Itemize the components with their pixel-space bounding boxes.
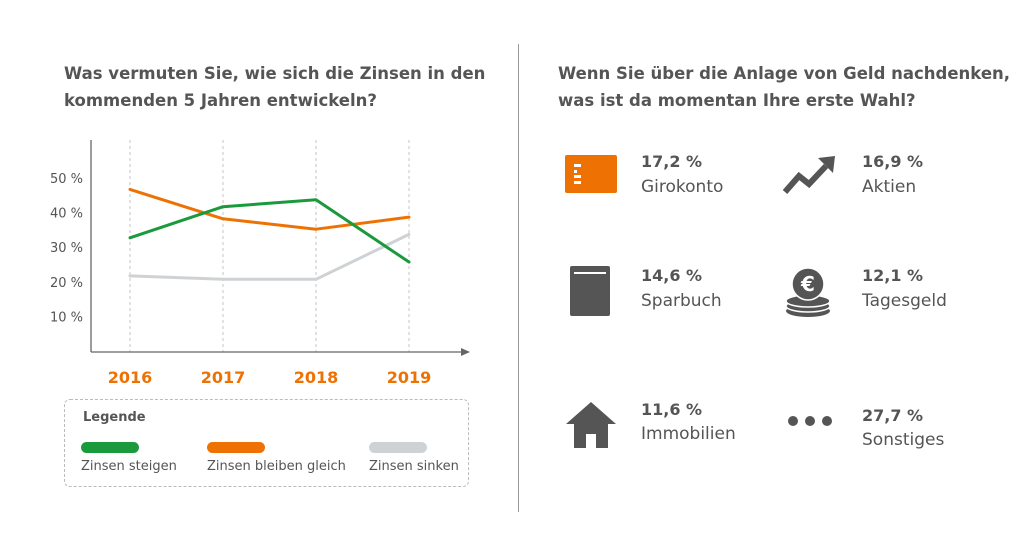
x-axis-arrow-icon [461,348,470,356]
legend-label: Zinsen steigen [81,459,177,474]
legend-item-zinsen-bleiben-gleich: Zinsen bleiben gleich [207,442,346,474]
legend-title: Legende [83,410,146,425]
legend-label: Zinsen sinken [369,459,459,474]
stat-value: 16,9 % [862,152,924,171]
legend-item-zinsen-steigen: Zinsen steigen [81,442,177,474]
y-tick-label: 30 % [50,241,83,256]
stats-title: Wenn Sie über die Anlage von Geld nachde… [558,60,1011,114]
x-tick-label: 2019 [387,368,432,387]
series-line-zinsen-sinken [128,232,411,281]
stat-label: Tagesgeld [862,291,947,311]
y-tick-label: 50 % [50,172,83,187]
y-tick-label: 20 % [50,276,83,291]
card-icon [565,155,617,193]
series-line-zinsen-steigen [128,198,411,264]
house-icon [566,402,616,448]
vertical-divider [518,44,519,512]
x-tick-label: 2018 [294,368,339,387]
x-tick-label: 2016 [108,368,153,387]
legend-swatch-orange [207,442,265,453]
svg-text:€: € [800,272,815,296]
chart-title-line-1: Was vermuten Sie, wie sich die Zinsen in… [64,64,486,83]
stat-value: 27,7 % [862,406,924,425]
stat-label: Aktien [862,177,917,197]
stat-label: Sonstiges [862,430,945,450]
stat-label: Girokonto [641,177,724,197]
legend-swatch-green [81,442,139,453]
x-tick-label: 2017 [201,368,246,387]
stat-value: 14,6 % [641,266,703,285]
stats-title-line-2: was ist da momentan Ihre erste Wahl? [558,91,916,110]
chart-title-line-2: kommenden 5 Jahren entwickeln? [64,91,377,110]
stat-label: Immobilien [641,424,736,444]
legend-label: Zinsen bleiben gleich [207,459,346,474]
y-tick-label: 40 % [50,207,83,222]
dots-icon [788,416,832,426]
legend-swatch-grey [369,442,427,453]
chart-title: Was vermuten Sie, wie sich die Zinsen in… [64,60,486,114]
stats-title-line-1: Wenn Sie über die Anlage von Geld nachde… [558,64,1011,83]
stat-label: Sparbuch [641,291,722,311]
euro-coins-icon: € [785,267,831,317]
stat-value: 12,1 % [862,266,924,285]
y-tick-label: 10 % [50,310,83,325]
book-icon [570,266,610,316]
series-line-zinsen-bleiben-gleich [128,187,411,231]
stat-value: 17,2 % [641,152,703,171]
legend-item-zinsen-sinken: Zinsen sinken [369,442,459,474]
stat-value: 11,6 % [641,400,703,419]
line-chart: 10 % 20 % 30 % 40 % 50 % 2016 2017 2018 2019 [50,140,470,387]
trend-up-icon [782,156,835,194]
legend: Legende Zinsen steigen Zinsen bleiben gl… [64,399,469,487]
